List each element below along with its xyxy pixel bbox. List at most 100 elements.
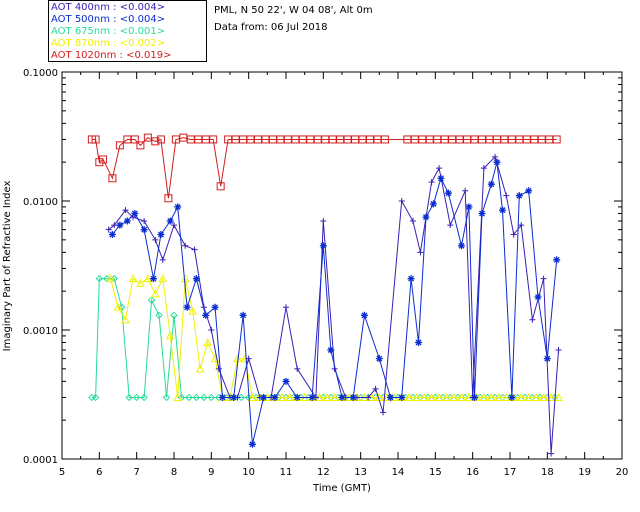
data-point xyxy=(152,236,159,243)
legend-item-675nm: AOT 675nm : <0.001> xyxy=(51,26,165,38)
data-point xyxy=(480,165,487,172)
data-point xyxy=(375,355,383,363)
x-tick-label: 16 xyxy=(466,467,479,478)
data-point xyxy=(449,392,459,401)
data-point xyxy=(407,275,415,283)
data-point xyxy=(271,393,279,401)
data-point xyxy=(553,256,561,264)
x-tick-label: 6 xyxy=(96,467,102,478)
data-point xyxy=(192,275,200,283)
data-point xyxy=(398,393,406,401)
y-tick-label: 0.0010 xyxy=(23,326,58,337)
data-point xyxy=(380,135,389,144)
data-point xyxy=(552,135,561,144)
x-tick-label: 8 xyxy=(171,467,177,478)
data-point xyxy=(158,274,168,283)
data-point xyxy=(499,206,507,214)
data-point xyxy=(478,210,486,218)
data-point xyxy=(493,158,501,166)
data-point xyxy=(203,337,212,347)
data-point xyxy=(185,393,193,402)
data-point xyxy=(105,226,112,233)
data-point xyxy=(191,246,198,253)
data-point xyxy=(372,385,379,392)
x-axis: 5 6 7 8 9 10 11 12 13 14 15 16 17 18 19 20 xyxy=(59,72,629,478)
data-point xyxy=(159,256,166,263)
data-point xyxy=(457,392,466,401)
data-point xyxy=(108,174,117,183)
data-point xyxy=(539,392,548,401)
x-tick-label: 10 xyxy=(242,467,255,478)
data-point xyxy=(487,180,495,188)
data-point xyxy=(207,393,216,402)
data-point xyxy=(494,392,504,401)
data-point xyxy=(156,135,165,144)
data-point xyxy=(140,226,148,234)
data-point xyxy=(151,137,160,146)
data-point xyxy=(282,377,290,385)
data-point xyxy=(165,331,175,340)
legend-label: AOT 400nm : <0.004> xyxy=(51,2,166,13)
legend-item-870nm: AOT 870nm : <0.002> xyxy=(51,38,165,50)
data-point xyxy=(515,192,523,200)
data-point xyxy=(130,135,139,144)
data-point xyxy=(531,392,541,401)
data-point xyxy=(417,249,424,256)
data-point xyxy=(147,296,156,304)
data-point xyxy=(157,230,165,238)
data-point xyxy=(132,393,141,402)
data-point xyxy=(412,392,422,401)
data-point xyxy=(419,392,429,401)
data-point xyxy=(320,217,327,224)
data-point xyxy=(434,392,444,401)
data-point xyxy=(508,393,516,401)
data-point xyxy=(113,302,123,311)
data-point xyxy=(471,393,479,401)
data-point xyxy=(202,311,210,319)
legend-item-400nm: AOT 400nm : <0.004> xyxy=(51,2,165,14)
data-point xyxy=(501,392,511,401)
x-tick-label: 12 xyxy=(317,467,330,478)
data-point xyxy=(548,450,555,457)
data-point xyxy=(239,311,247,319)
data-point xyxy=(182,242,189,249)
data-point xyxy=(125,393,133,402)
data-point xyxy=(322,392,332,401)
data-point xyxy=(543,355,551,363)
data-point xyxy=(123,217,131,225)
data-point xyxy=(518,222,525,229)
data-point xyxy=(510,231,517,238)
data-point xyxy=(209,135,218,144)
data-point xyxy=(173,392,183,401)
data-point xyxy=(283,304,289,311)
x-axis-label: Time (GMT) xyxy=(312,483,371,494)
data-point xyxy=(155,311,163,320)
y-axis-label: Imaginary Part of Refractive Index xyxy=(2,181,13,352)
x-tick-label: 18 xyxy=(541,467,554,478)
data-point xyxy=(171,222,177,229)
data-point xyxy=(188,306,198,315)
series-aot-1020nm xyxy=(87,133,561,203)
data-point xyxy=(200,393,208,402)
data-point xyxy=(409,217,416,224)
x-tick-label: 14 xyxy=(392,467,405,478)
data-point xyxy=(444,189,452,197)
x-tick-label: 19 xyxy=(578,467,591,478)
data-point xyxy=(436,165,443,172)
data-point xyxy=(462,187,469,194)
x-tick-label: 20 xyxy=(616,467,629,478)
legend-label: AOT 500nm : <0.004> xyxy=(51,14,166,25)
y-tick-label: 0.0001 xyxy=(23,455,58,466)
data-point xyxy=(122,207,129,214)
data-point xyxy=(128,274,138,283)
data-point xyxy=(285,392,295,401)
data-point xyxy=(248,392,257,401)
data-point xyxy=(427,392,436,401)
data-point xyxy=(106,274,115,283)
y-tick-label: 0.0100 xyxy=(23,197,58,208)
data-point xyxy=(248,440,256,448)
data-point xyxy=(365,394,372,401)
data-point xyxy=(216,182,225,191)
data-point xyxy=(211,303,219,311)
series-line xyxy=(110,276,559,398)
